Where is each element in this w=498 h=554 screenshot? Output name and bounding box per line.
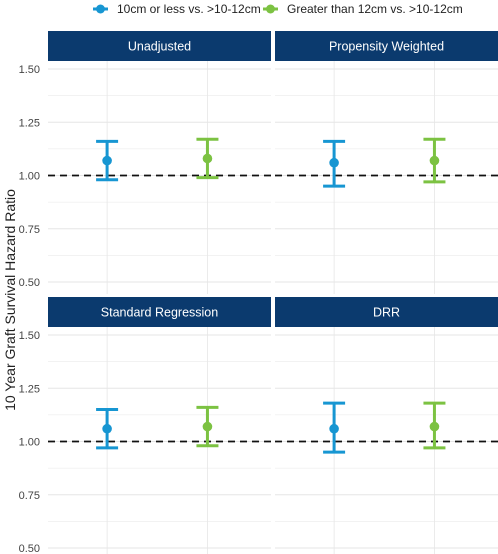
- point-estimate: [429, 421, 440, 432]
- panel-standard-regression: Standard Regression 1.50 1.25 1.00 0.75 0.50: [19, 297, 271, 554]
- panel-unadjusted: Unadjusted 1.50 1.25 1.00 0.75 0.50: [19, 31, 271, 294]
- point-estimate: [429, 155, 440, 166]
- panel-title: DRR: [373, 306, 400, 320]
- error-bar-series-1: [323, 401, 346, 454]
- point-estimate: [102, 155, 112, 166]
- y-tick-label: 1.00: [19, 437, 40, 449]
- panel-strip: [48, 297, 271, 327]
- legend-label-series-1: 10cm or less vs. >10-12cm: [117, 2, 261, 16]
- y-tick-label: 0.75: [19, 224, 40, 236]
- point-estimate: [102, 423, 112, 434]
- error-bar-series-1: [96, 408, 119, 450]
- legend: 10cm or less vs. >10-12cm Greater than 1…: [93, 2, 463, 16]
- point-estimate: [202, 421, 213, 432]
- y-tick-label: 1.00: [19, 171, 40, 183]
- legend-label-series-2: Greater than 12cm vs. >10-12cm: [287, 2, 463, 16]
- panel-strip: [48, 31, 271, 61]
- panel-title: Propensity Weighted: [329, 40, 444, 54]
- point-estimate: [329, 423, 339, 434]
- panel-title: Unadjusted: [128, 40, 191, 54]
- y-tick-label: 1.50: [19, 64, 40, 76]
- legend-key-series-1: [93, 4, 108, 14]
- panel-title: Standard Regression: [101, 306, 218, 320]
- point-estimate: [202, 153, 213, 164]
- error-bar-series-2: [196, 137, 219, 180]
- y-tick-label: 1.50: [19, 330, 40, 342]
- error-bar-series-2: [196, 405, 219, 448]
- y-tick-label: 1.25: [19, 117, 40, 129]
- point-estimate: [329, 157, 339, 168]
- error-bar-series-2: [423, 401, 446, 450]
- y-tick-label: 1.25: [19, 383, 40, 395]
- panel-strip: [275, 31, 498, 61]
- error-bar-series-1: [96, 139, 119, 182]
- panel-propensity-weighted: Propensity Weighted: [275, 31, 498, 294]
- legend-key-series-2: [263, 4, 278, 14]
- y-tick-label: 0.50: [19, 543, 40, 554]
- panel-drr: DRR: [275, 297, 498, 554]
- y-axis-title: 10 Year Graft Survival Hazard Ratio: [2, 189, 18, 411]
- error-bar-series-2: [423, 137, 446, 184]
- panel-strip: [275, 297, 498, 327]
- y-tick-label: 0.50: [19, 277, 40, 289]
- y-tick-label: 0.75: [19, 490, 40, 502]
- error-bar-series-1: [323, 139, 346, 188]
